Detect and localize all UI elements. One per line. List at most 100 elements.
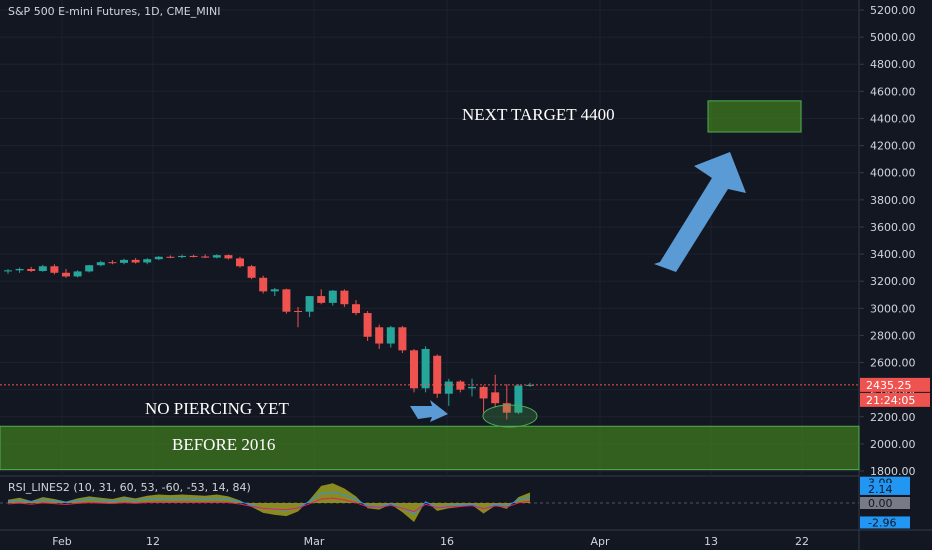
candle-body <box>50 266 59 273</box>
y-tick-label: 2800.00 <box>870 329 916 342</box>
y-tick-label: 2600.00 <box>870 357 916 370</box>
candles[interactable] <box>4 254 534 420</box>
candle[interactable] <box>96 260 105 267</box>
candle[interactable] <box>282 288 291 314</box>
candle[interactable] <box>189 254 198 258</box>
candle-body <box>433 355 442 394</box>
candle[interactable] <box>514 384 523 415</box>
candle[interactable] <box>50 264 59 275</box>
candle[interactable] <box>62 268 70 278</box>
candle-body <box>131 259 140 263</box>
y-tick-label: 3000.00 <box>870 302 916 315</box>
y-tick-label: 4200.00 <box>870 140 916 153</box>
no-piercing-label: NO PIERCING YET <box>145 399 289 418</box>
candle-body <box>38 266 47 272</box>
candle[interactable] <box>328 289 337 306</box>
indicator-legend[interactable]: RSI_LINES2 (10, 31, 60, 53, -60, -53, 14… <box>8 481 251 494</box>
before-2016-label: BEFORE 2016 <box>172 435 275 454</box>
candle[interactable] <box>433 354 442 398</box>
candle-body <box>375 327 384 344</box>
candle[interactable] <box>421 346 430 393</box>
candle[interactable] <box>444 378 453 406</box>
candle-body <box>491 392 500 404</box>
candle[interactable] <box>120 258 128 265</box>
candle[interactable] <box>270 287 279 297</box>
candle[interactable] <box>247 264 256 280</box>
candle-body <box>189 255 198 257</box>
rsi-line-pink <box>7 497 531 513</box>
candle[interactable] <box>131 258 140 264</box>
candle-body <box>270 289 279 292</box>
y-tick-label: 5200.00 <box>870 4 916 17</box>
candle-body <box>386 327 395 344</box>
candle[interactable] <box>143 258 152 265</box>
candle[interactable] <box>201 254 210 259</box>
candle[interactable] <box>73 270 82 278</box>
candle-body <box>224 255 233 259</box>
candle[interactable] <box>352 300 360 316</box>
candle[interactable] <box>178 254 186 259</box>
candle-body <box>282 289 291 312</box>
y-tick-label: 3600.00 <box>870 221 916 234</box>
small-arrow-icon <box>410 400 448 422</box>
candle[interactable] <box>212 254 221 259</box>
candle[interactable] <box>294 306 302 328</box>
candle[interactable] <box>4 268 12 274</box>
y-tick-label: 4600.00 <box>870 85 916 98</box>
x-tick-label: Feb <box>52 535 71 548</box>
candle-body <box>212 255 221 258</box>
y-tick-label: 4800.00 <box>870 58 916 71</box>
candle-body <box>410 350 418 389</box>
candle[interactable] <box>166 255 175 259</box>
last-price-tag-bg <box>860 377 930 392</box>
candle[interactable] <box>224 254 233 260</box>
candle[interactable] <box>38 264 47 272</box>
x-tick-label: Mar <box>304 535 325 548</box>
candle[interactable] <box>317 289 326 305</box>
candle[interactable] <box>236 256 244 268</box>
rsi-tag-bg <box>860 497 910 509</box>
countdown-tag: 21:24:05 <box>866 394 915 407</box>
up-arrow-icon <box>654 152 746 272</box>
candle-body <box>73 271 82 277</box>
time-axis[interactable]: Feb 12 Mar 16 Apr 13 22 <box>52 535 809 548</box>
candle-body <box>421 348 430 389</box>
candle[interactable] <box>154 256 163 261</box>
candle[interactable] <box>27 266 36 272</box>
candle[interactable] <box>386 325 395 348</box>
y-tick-label: 3400.00 <box>870 248 916 261</box>
candle[interactable] <box>398 325 407 354</box>
candle[interactable] <box>340 289 349 307</box>
candle-body <box>502 403 511 413</box>
candle[interactable] <box>305 296 314 318</box>
last-price-tag: 2435.25 <box>866 379 912 392</box>
rsi-pane: 3.092.140.00-2.96 <box>0 476 910 529</box>
zone-boxes <box>0 100 860 471</box>
candle[interactable] <box>502 384 511 420</box>
candle[interactable] <box>108 260 117 265</box>
candle-body <box>294 311 302 313</box>
candle-body <box>108 262 117 264</box>
candle[interactable] <box>259 275 268 294</box>
candle-body <box>27 268 36 272</box>
candle[interactable] <box>479 385 488 414</box>
candle-body <box>15 268 24 271</box>
rsi-tag: 0.00 <box>868 497 893 510</box>
candle[interactable] <box>363 311 372 341</box>
candle[interactable] <box>85 264 94 273</box>
y-tick-label: 2000.00 <box>870 438 916 451</box>
candle[interactable] <box>15 267 24 273</box>
candle[interactable] <box>456 380 465 393</box>
candle-body <box>259 277 268 292</box>
candle[interactable] <box>491 374 500 408</box>
candle-body <box>120 259 128 263</box>
candle-body <box>305 296 314 312</box>
candle-body <box>154 256 163 260</box>
price-axis[interactable]: 5200.00 5000.00 4800.00 4600.00 4400.00 4200.… <box>859 4 916 478</box>
candle[interactable] <box>375 324 384 349</box>
rsi-tag: -2.96 <box>868 516 896 529</box>
y-tick-label: 1800.00 <box>870 465 916 478</box>
candle[interactable] <box>468 378 476 397</box>
candle[interactable] <box>410 348 418 393</box>
